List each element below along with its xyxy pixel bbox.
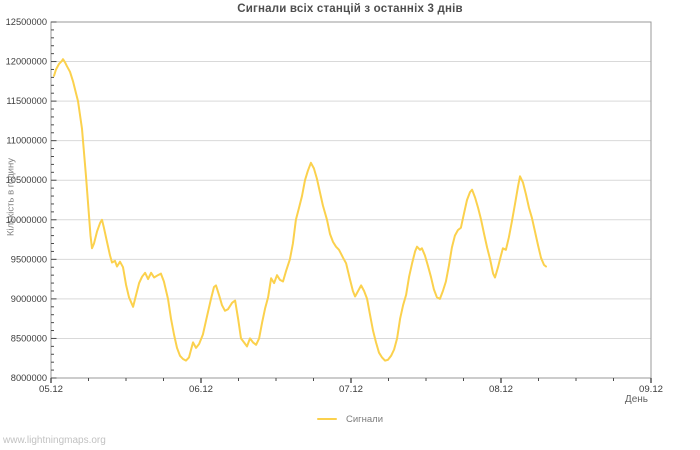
legend-label: Сигнали <box>345 413 383 425</box>
y-tick-label: 10500000 <box>6 175 47 185</box>
y-tick-label: 11500000 <box>6 96 47 106</box>
x-tick-label: 06.12 <box>189 384 213 395</box>
y-tick-label: 10000000 <box>6 215 47 225</box>
x-tick-label: 07.12 <box>339 384 363 395</box>
y-tick-label: 12000000 <box>6 57 47 67</box>
y-tick-label: 9000000 <box>11 294 47 304</box>
y-axis-title: Кількість в годину <box>5 158 17 236</box>
x-axis-title: День <box>624 394 648 405</box>
x-tick-label: 09.12 <box>639 384 663 395</box>
y-tick-label: 11000000 <box>6 136 47 146</box>
chart-title: Сигнали всіх станцій з останніх 3 днів <box>237 3 463 15</box>
y-tick-label: 8000000 <box>11 373 47 383</box>
series-line-signals <box>53 58 547 362</box>
plot-border <box>50 21 652 379</box>
x-tick-label: 08.12 <box>489 384 513 395</box>
watermark-url: www.lightningmaps.org <box>3 435 106 446</box>
y-tick-label: 12500000 <box>6 17 47 27</box>
y-tick-label: 8500000 <box>11 333 47 343</box>
legend: Сигнали <box>0 412 700 426</box>
x-tick-label: 05.12 <box>39 384 63 395</box>
y-tick-label: 9500000 <box>11 254 47 264</box>
legend-line-swatch <box>316 417 337 421</box>
